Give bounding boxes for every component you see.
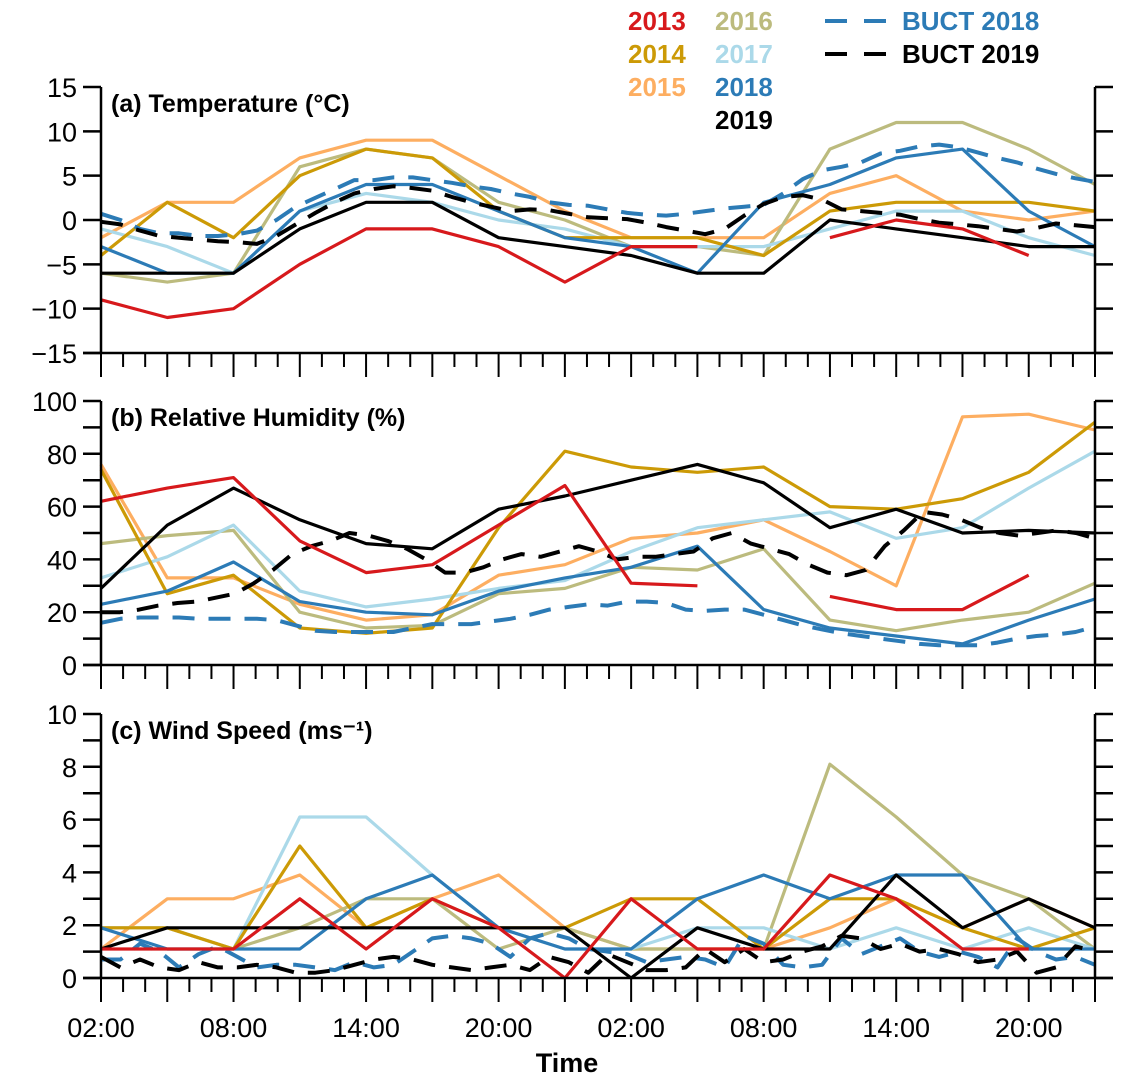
y-tick-label: 20 [47,598,77,628]
series-line-y2018 [100,147,1096,275]
y-tick-label: 8 [62,753,77,783]
series-line-y2014 [99,147,1096,258]
series-line-y2018 [100,544,1096,646]
panel-c: 0 2 4 6 8 10 (c) Wind Speed (ms⁻¹) [47,700,1113,1002]
y-tick-label: 100 [32,387,77,417]
legend-entry-2014: 2014 [628,39,686,69]
series-line-buct2018 [100,599,1096,648]
legend-entry-2015: 2015 [628,72,686,102]
legend-entry-buct2018: BUCT 2018 [902,6,1039,36]
x-axis-label: Time [536,1048,599,1078]
panel-title: (b) Relative Humidity (%) [111,404,405,432]
series-line-y2013 [829,573,1030,612]
y-tick-label: −5 [46,250,77,280]
y-tick-label: 2 [62,911,77,941]
series-line-y2013 [829,218,1030,257]
legend-entry-buct2019: BUCT 2019 [902,39,1039,69]
x-tick-label: 08:00 [200,1013,268,1043]
x-tick-labels: 02:00 08:00 14:00 20:00 02:00 08:00 14:00 20:00 [67,1013,1062,1043]
series-line-y2015 [100,138,1096,240]
x-tick-label: 02:00 [67,1013,135,1043]
legend-entry-2017: 2017 [715,39,773,69]
legend-entry-2019: 2019 [715,105,773,135]
series-line-y2014 [99,420,1096,635]
legend-entry-2018: 2018 [715,72,773,102]
x-tick-label: 08:00 [730,1013,798,1043]
series-line-buct2019 [100,184,1096,246]
y-tick-label: 4 [62,858,77,888]
series-line-y2019 [101,200,1095,275]
series-line-buct2018 [100,142,1096,238]
series-line-y2019 [99,462,1096,590]
y-tick-label: 0 [62,964,77,994]
y-tick-label: 0 [62,206,77,236]
axes: −15 −10 −5 0 5 10 15 [31,73,1113,377]
panel-title: (c) Wind Speed (ms⁻¹) [111,717,373,745]
y-tick-label: 80 [47,440,77,470]
axes: 0 20 40 60 80 100 [32,387,1113,689]
series-line-y2013 [100,476,698,588]
y-tick-label: 40 [47,545,77,575]
legend-entry-2016: 2016 [715,6,773,36]
series-line-y2019 [100,873,1096,980]
y-tick-label: −10 [31,295,77,325]
series-line-y2013 [100,227,698,320]
panel-title: (a) Temperature (°C) [111,90,350,118]
y-tick-label: 5 [62,162,77,192]
x-tick-label: 14:00 [332,1013,400,1043]
y-tick-label: 0 [62,651,77,681]
panel-b: 0 20 40 60 80 100 (b) Relative Humidity (%) [32,387,1113,689]
y-tick-label: 6 [62,806,77,836]
series-line-y2015 [99,412,1096,622]
x-tick-label: 20:00 [995,1013,1063,1043]
legend-entry-2013: 2013 [628,6,686,36]
panel-a: −15 −10 −5 0 5 10 15 (a) Temperature (°C) [31,73,1113,377]
series-line-buct2018 [101,931,1096,973]
series-line-buct2019 [101,509,1096,615]
series-group [99,412,1096,648]
series-line-y2014 [101,844,1096,951]
series-group [99,120,1096,320]
series-line-buct2019 [100,933,1096,975]
axes: 0 2 4 6 8 10 [47,700,1113,1002]
y-tick-label: 10 [47,700,77,730]
series-group [100,762,1096,980]
x-tick-label: 20:00 [465,1013,533,1043]
y-tick-label: 15 [47,73,77,103]
y-tick-label: −15 [31,339,77,369]
x-tick-label: 02:00 [597,1013,665,1043]
series-line-y2016 [100,120,1096,284]
y-tick-label: 60 [47,493,77,523]
x-tick-label: 14:00 [862,1013,930,1043]
series-line-y2016 [100,528,1096,633]
y-tick-label: 10 [47,117,77,147]
series-line-y2017 [100,449,1096,609]
